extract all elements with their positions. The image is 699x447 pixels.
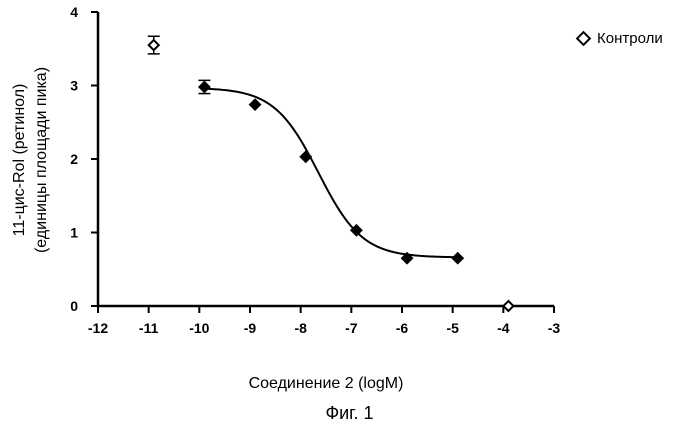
x-tick-label: -6 bbox=[396, 320, 409, 336]
legend-label: Контроли bbox=[597, 30, 663, 47]
y-axis-label-line1: 11-цис-Rol (ретинол) bbox=[11, 84, 28, 237]
x-tick-label: -5 bbox=[446, 320, 459, 336]
x-tick-label: -12 bbox=[88, 320, 108, 336]
legend: Контроли bbox=[578, 30, 663, 47]
y-tick-label: 4 bbox=[70, 4, 78, 20]
x-tick-label: -4 bbox=[497, 320, 510, 336]
x-tick-label: -11 bbox=[139, 320, 159, 336]
chart-ticks: -12 -11 -10 -9 -8 -7 -6 -5 -4 -3 0 1 2 3 4 bbox=[70, 4, 560, 336]
control-data-point bbox=[503, 301, 513, 311]
legend-open-diamond-icon bbox=[576, 30, 592, 46]
control-data-point bbox=[149, 40, 159, 50]
data-point bbox=[199, 82, 209, 92]
chart-axes bbox=[98, 12, 554, 306]
y-axis-label-line2: (единицы площади пика) bbox=[33, 67, 50, 253]
x-axis-label: Соединение 2 (logM) bbox=[98, 375, 554, 393]
x-tick-label: -7 bbox=[345, 320, 358, 336]
y-tick-label: 1 bbox=[70, 225, 78, 241]
data-point bbox=[453, 253, 463, 263]
x-tick-label: -9 bbox=[244, 320, 257, 336]
fit-curve-layer bbox=[204, 89, 457, 258]
x-tick-label: -3 bbox=[548, 320, 561, 336]
fit-curve bbox=[204, 89, 457, 258]
x-tick-label: -8 bbox=[294, 320, 307, 336]
y-tick-label: 0 bbox=[70, 298, 78, 314]
data-points bbox=[148, 36, 514, 311]
data-point bbox=[250, 100, 260, 110]
y-tick-label: 2 bbox=[70, 151, 78, 167]
x-tick-label: -10 bbox=[189, 320, 209, 336]
y-tick-label: 3 bbox=[70, 78, 78, 94]
figure-caption: Фиг. 1 bbox=[0, 403, 699, 424]
